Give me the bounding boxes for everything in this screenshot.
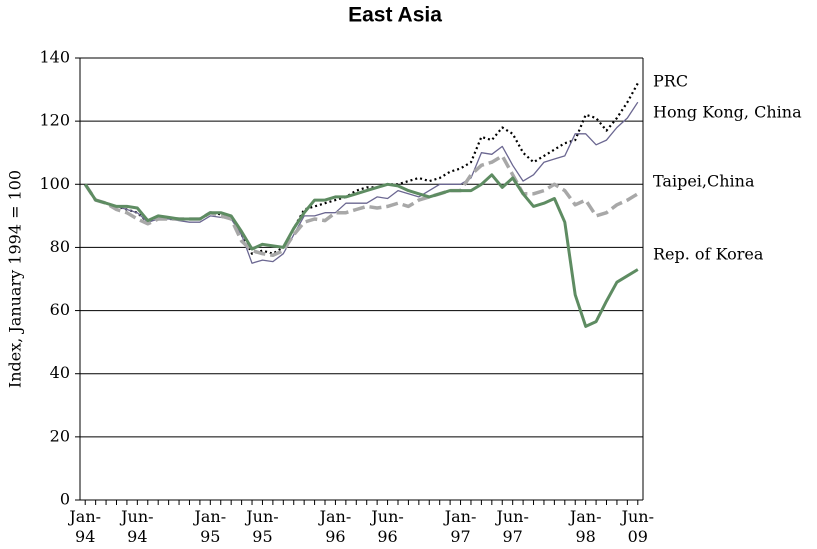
legend-label: Taipei,China bbox=[653, 172, 755, 191]
x-tick-label: Jun-09 bbox=[621, 507, 654, 546]
legend-label: Rep. of Korea bbox=[653, 245, 764, 264]
chart-title: East Asia bbox=[348, 4, 442, 27]
y-tick-label: 40 bbox=[50, 363, 70, 382]
y-tick-label: 20 bbox=[50, 426, 70, 445]
legend-label: PRC bbox=[653, 72, 688, 91]
x-tick-label: Jan-95 bbox=[194, 507, 227, 546]
x-tick-label: Jun-97 bbox=[496, 507, 529, 546]
x-tick-label: Jan-96 bbox=[319, 507, 352, 546]
y-tick-label: 140 bbox=[39, 48, 70, 67]
x-tick-label: Jun-96 bbox=[371, 507, 404, 546]
y-tick-label: 80 bbox=[50, 237, 70, 256]
y-tick-label: 120 bbox=[39, 111, 70, 130]
x-tick-label: Jan-98 bbox=[569, 507, 602, 546]
legend-label: Hong Kong, China bbox=[653, 103, 802, 122]
series-line bbox=[84, 82, 639, 255]
x-tick-label: Jun-94 bbox=[121, 507, 154, 546]
x-tick-label: Jan-94 bbox=[69, 507, 102, 546]
series-line bbox=[83, 154, 639, 258]
series-line bbox=[83, 173, 639, 328]
y-tick-label: 0 bbox=[60, 490, 70, 509]
y-tick-label: 60 bbox=[50, 300, 70, 319]
x-tick-label: Jun-95 bbox=[246, 507, 279, 546]
x-tick-label: Jan-97 bbox=[444, 507, 477, 546]
y-tick-label: 100 bbox=[39, 174, 70, 193]
y-axis-label: Index, January 1994 = 100 bbox=[6, 170, 25, 388]
